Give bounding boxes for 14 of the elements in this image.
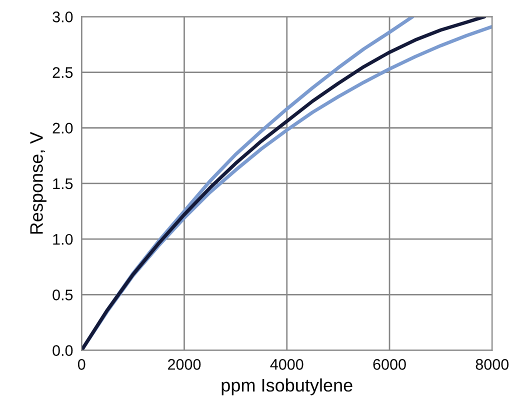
x-axis-title: ppm Isobutylene	[222, 378, 352, 396]
y-tick-label: 2.0	[52, 122, 73, 134]
x-tick-label: 6000	[373, 359, 406, 370]
x-tick-label: 4000	[270, 359, 304, 370]
y-tick-label: 1.0	[53, 234, 73, 245]
y-tick-label: 3.0	[52, 12, 73, 22]
x-tick-label: 0	[78, 359, 86, 370]
y-axis-title: Response, V	[30, 132, 46, 234]
y-tick-label: 0.5	[52, 290, 73, 300]
x-tick-label: 8000	[476, 359, 509, 370]
y-tick-label: 0.0	[52, 345, 73, 356]
y-tick-label: 2.5	[52, 67, 73, 78]
y-tick-label: 1.5	[53, 178, 73, 190]
x-tick-label: 2000	[168, 359, 201, 370]
